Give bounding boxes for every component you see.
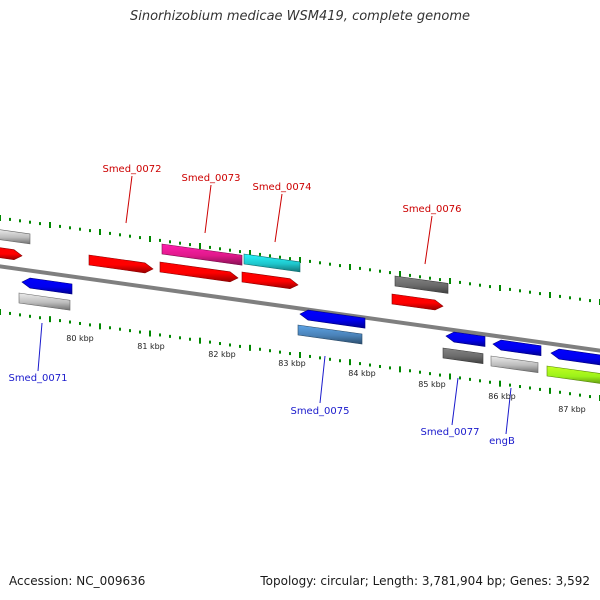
feature-forward-edge-red[interactable] [0, 247, 23, 261]
pointer-engb [505, 387, 512, 435]
map-title: Sinorhizobium medicae WSM419, complete g… [129, 9, 471, 24]
feature-smed-0075[interactable] [299, 309, 366, 329]
feature-smed-0074[interactable] [241, 271, 299, 290]
feature-smed-0077[interactable] [445, 331, 486, 347]
feature-smed-0072[interactable] [88, 254, 154, 274]
scale-label: 81 kbp [137, 342, 165, 351]
feature-smed-0071[interactable] [21, 277, 73, 295]
feature-smed-0073[interactable] [159, 261, 239, 283]
gene-label-engb[interactable]: engB [489, 436, 515, 447]
pointer-smed-0072 [125, 175, 133, 224]
scale-label: 85 kbp [418, 380, 446, 389]
feature-cyan-feature[interactable] [243, 253, 301, 273]
feature-magenta-feature[interactable] [161, 243, 243, 266]
feature-blue-feature-edge[interactable] [550, 348, 600, 366]
feature-forward-edge-grey[interactable] [0, 229, 31, 245]
scale-label: 82 kbp [208, 350, 236, 359]
feature-darkgrey-feature-lower[interactable] [442, 347, 484, 364]
reverse-tick-track [0, 309, 600, 401]
gene-label-smed-0075[interactable]: Smed_0075 [290, 406, 349, 417]
scale-label: 80 kbp [66, 334, 94, 343]
pointer-smed-0076 [424, 215, 433, 265]
scale-label: 83 kbp [278, 359, 306, 368]
gene-label-smed-0071[interactable]: Smed_0071 [8, 373, 67, 384]
label-layer: Smed_0072 Smed_0073 Smed_0074 Smed_0076 Smed… [8, 164, 515, 447]
feature-grey-feature-engb[interactable] [490, 355, 539, 373]
gene-label-smed-0073[interactable]: Smed_0073 [181, 173, 240, 184]
scale-label: 86 kbp [488, 392, 516, 401]
gene-label-smed-0074[interactable]: Smed_0074 [252, 182, 311, 193]
scale-label: 84 kbp [348, 369, 376, 378]
feature-steelblue-feature[interactable] [297, 324, 363, 345]
feature-track [0, 229, 600, 385]
accession-text: Accession: NC_009636 [9, 574, 146, 588]
feature-grey-feature-0071[interactable] [18, 292, 71, 311]
feature-engb[interactable] [492, 339, 542, 357]
pointer-smed-0073 [204, 184, 212, 234]
label-pointers [37, 175, 512, 435]
feature-lime-feature[interactable] [546, 365, 600, 385]
pointer-smed-0071 [37, 322, 43, 372]
gene-label-smed-0072[interactable]: Smed_0072 [102, 164, 161, 175]
genome-summary-text: Topology: circular; Length: 3,781,904 bp… [260, 574, 590, 588]
forward-tick-track [0, 215, 600, 305]
feature-smed-0076[interactable] [391, 293, 444, 311]
gene-label-smed-0076[interactable]: Smed_0076 [402, 204, 461, 215]
pointer-smed-0075 [319, 355, 326, 404]
feature-darkgrey-feature-upper[interactable] [394, 275, 449, 294]
scale-label: 87 kbp [558, 405, 586, 414]
pointer-smed-0077 [451, 377, 459, 426]
pointer-smed-0074 [274, 193, 283, 243]
gene-label-smed-0077[interactable]: Smed_0077 [420, 427, 479, 438]
genome-backbone [0, 264, 600, 353]
scale-labels: 80 kbp 81 kbp 82 kbp 83 kbp 84 kbp 85 kbp 86 k… [66, 334, 586, 414]
